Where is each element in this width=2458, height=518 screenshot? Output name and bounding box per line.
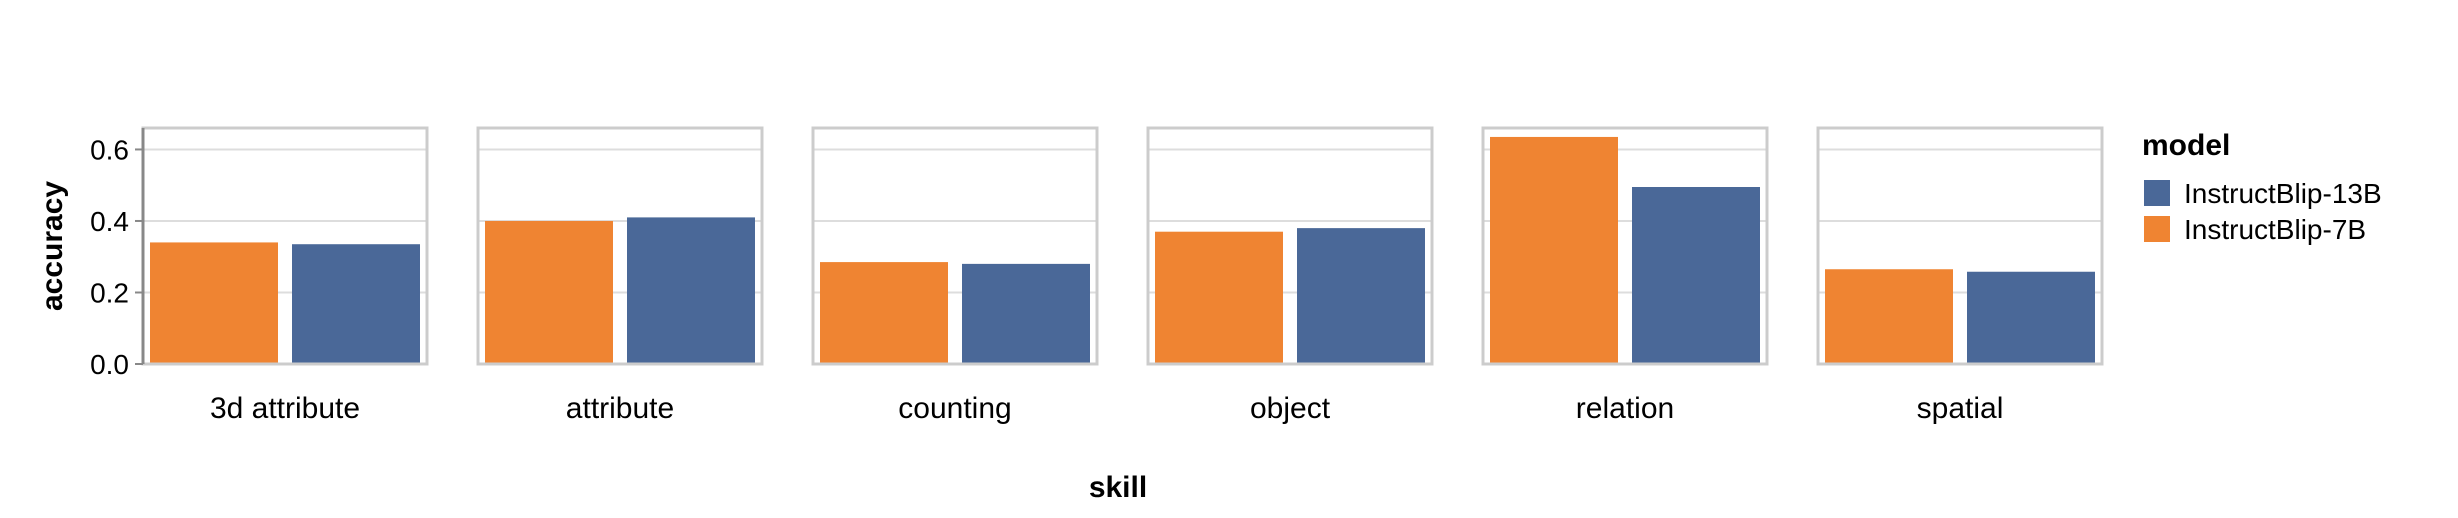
y-axis-title: accuracy [36, 181, 69, 311]
facet-panel: spatial [1816, 126, 2104, 425]
facet-panel: relation [1481, 126, 1769, 425]
bar [1967, 271, 2095, 364]
y-tick-label: 0.2 [90, 277, 129, 308]
facet-panels: 3d attribute attribute counting object relat… [141, 126, 2104, 425]
x-tick-label: 3d attribute [210, 392, 360, 425]
panel-border [1146, 126, 1434, 366]
x-tick-label: attribute [566, 392, 674, 425]
bar [292, 244, 420, 364]
x-tick-label: object [1250, 392, 1331, 425]
panel-border [476, 126, 764, 366]
bar [962, 263, 1090, 364]
y-tick-label: 0.0 [90, 349, 129, 380]
bar [485, 220, 613, 364]
panel-border [1816, 126, 2104, 366]
panel-border [811, 126, 1099, 366]
bar [1825, 269, 1953, 364]
y-axis: 0.0 0.2 0.4 0.6 [90, 128, 145, 380]
legend-swatch [2144, 180, 2170, 206]
x-tick-label: relation [1576, 392, 1674, 425]
bar [627, 217, 755, 364]
facet-panel: attribute [476, 126, 764, 425]
x-tick-label: spatial [1917, 392, 2004, 425]
bar [1632, 187, 1760, 364]
x-tick-label: counting [898, 392, 1011, 425]
legend-label: InstructBlip-7B [2184, 214, 2366, 245]
legend-label: InstructBlip-13B [2184, 178, 2382, 209]
y-tick-label: 0.6 [90, 134, 129, 165]
panel-border [1481, 126, 1769, 366]
bar [1297, 228, 1425, 364]
bar [820, 262, 948, 364]
x-axis-title: skill [1089, 471, 1147, 504]
y-tick-label: 0.4 [90, 206, 129, 237]
bar [1490, 136, 1618, 364]
bar [150, 242, 278, 364]
legend: model InstructBlip-13B InstructBlip-7B [2142, 129, 2382, 245]
facet-panel: counting [811, 126, 1099, 425]
legend-title: model [2142, 129, 2230, 162]
facet-panel: 3d attribute [141, 126, 429, 425]
legend-swatch [2144, 216, 2170, 242]
facet-panel: object [1146, 126, 1434, 425]
bar [1155, 231, 1283, 364]
